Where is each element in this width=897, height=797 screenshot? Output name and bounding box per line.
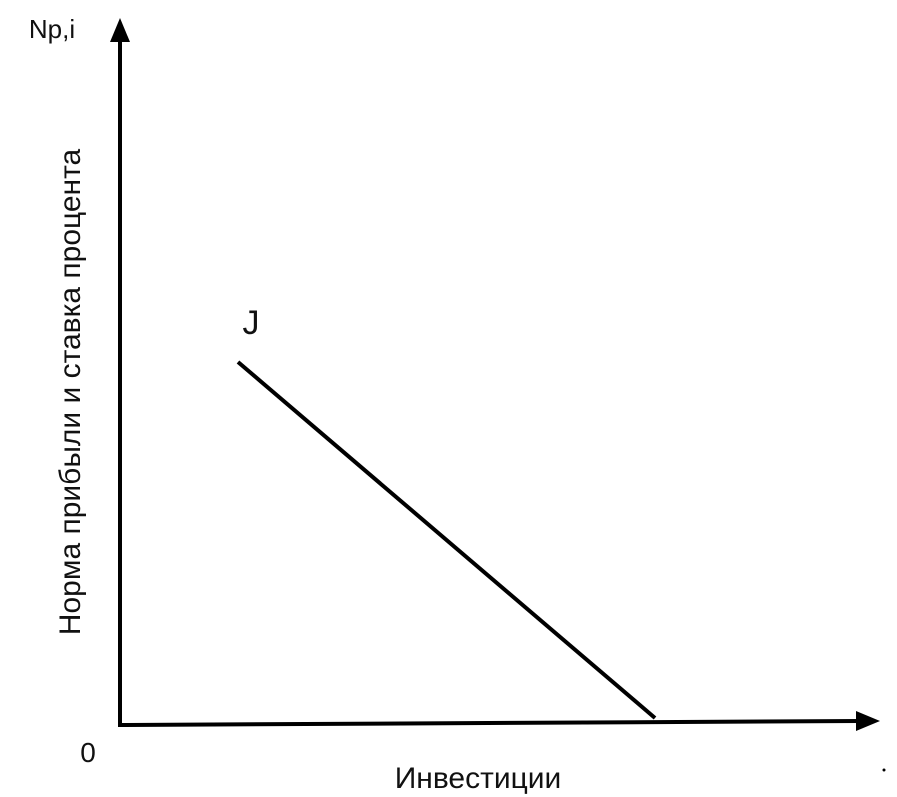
investment-curve bbox=[236, 360, 657, 720]
x-axis-title: Инвестиции bbox=[395, 762, 562, 795]
x-axis-arrow bbox=[856, 711, 880, 731]
y-axis-label: Np,i bbox=[29, 14, 75, 44]
y-axis-title: Норма прибыли и ставка процента bbox=[54, 148, 87, 635]
curve-label: J bbox=[243, 304, 260, 342]
x-axis bbox=[117, 719, 861, 727]
origin-label: 0 bbox=[80, 737, 96, 768]
dot bbox=[882, 768, 886, 772]
y-axis-arrow bbox=[110, 18, 130, 42]
